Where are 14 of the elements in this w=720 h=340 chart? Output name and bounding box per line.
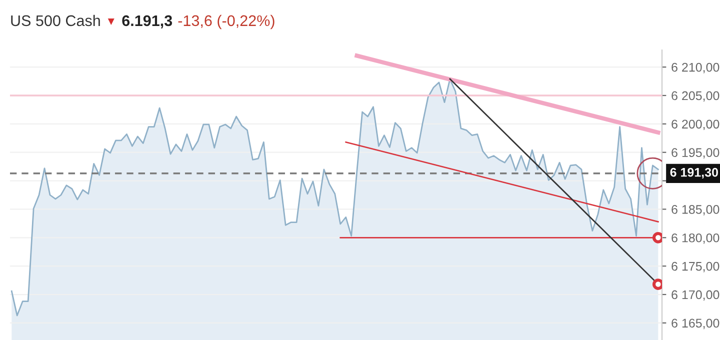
text: 6.191,3 — [122, 15, 172, 28]
y-tick-label: 6 210,00 — [672, 62, 720, 74]
y-tick-label: 6 185,00 — [672, 205, 720, 216]
y-tick-label: 6 195,00 — [672, 148, 720, 158]
chart-title: US 500 Cash — [11, 14, 100, 26]
y-tick-label: 6 170,00 — [672, 290, 720, 301]
text: -13,6 (-0,22%) — [178, 14, 274, 30]
y-tick-label: 6 175,00 — [672, 262, 720, 272]
text: ▼ — [108, 18, 114, 26]
y-tick-label: 6 180,00 — [672, 233, 720, 244]
y-tick-label: 6 200,00 — [672, 120, 720, 130]
ref-line-label: 6 191,30 — [670, 168, 718, 179]
y-tick-label: 6 165,00 — [672, 318, 720, 330]
y-tick-label: 6 205,00 — [672, 91, 720, 102]
